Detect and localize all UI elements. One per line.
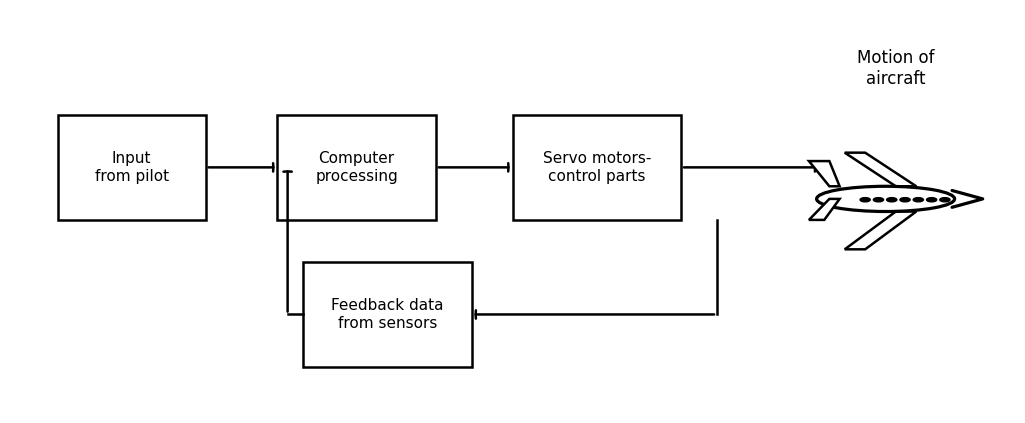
FancyBboxPatch shape — [57, 115, 206, 220]
Circle shape — [873, 198, 884, 202]
Circle shape — [927, 198, 937, 202]
Circle shape — [900, 198, 910, 202]
Circle shape — [940, 198, 950, 202]
FancyBboxPatch shape — [303, 262, 472, 367]
Polygon shape — [809, 199, 839, 220]
Text: Feedback data
from sensors: Feedback data from sensors — [331, 298, 444, 331]
FancyBboxPatch shape — [278, 115, 436, 220]
Polygon shape — [845, 153, 916, 186]
Ellipse shape — [817, 186, 954, 212]
Text: Servo motors-
control parts: Servo motors- control parts — [542, 151, 651, 184]
Polygon shape — [845, 212, 916, 249]
FancyBboxPatch shape — [512, 115, 682, 220]
Polygon shape — [809, 161, 839, 186]
Circle shape — [887, 198, 897, 202]
Text: Computer
processing: Computer processing — [316, 151, 398, 184]
Text: Input
from pilot: Input from pilot — [94, 151, 169, 184]
Circle shape — [860, 198, 870, 202]
Text: Motion of
aircraft: Motion of aircraft — [857, 49, 935, 88]
Circle shape — [913, 198, 924, 202]
